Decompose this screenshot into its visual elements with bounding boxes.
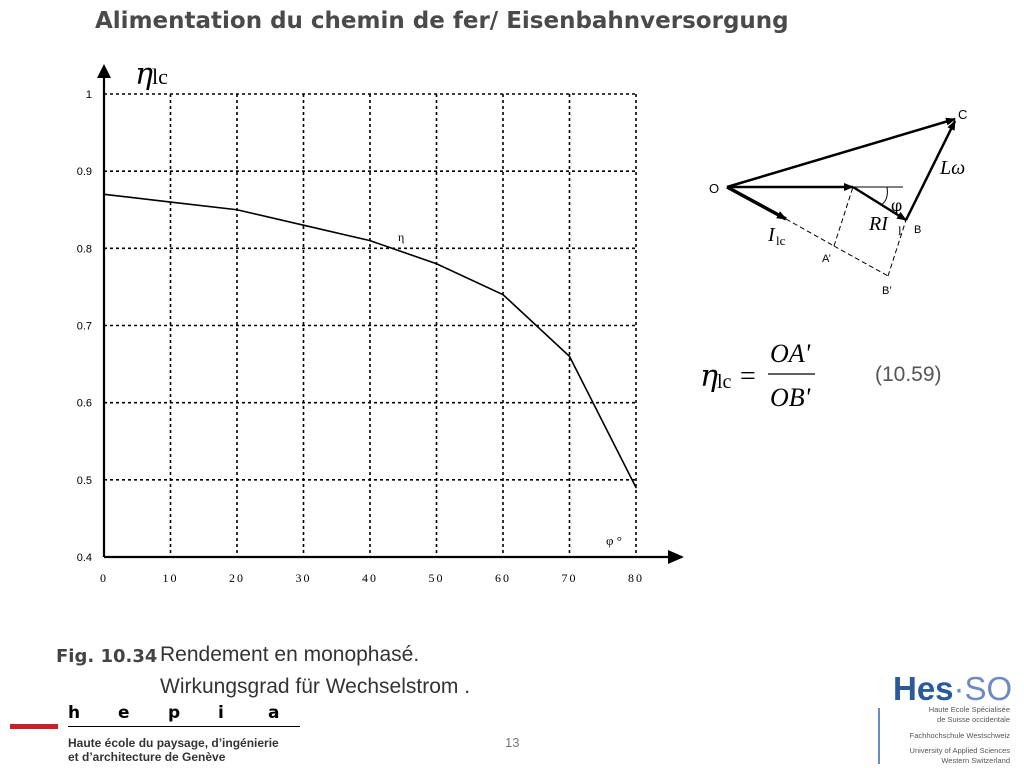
- hes-so-bar: [878, 708, 880, 764]
- dashed-line-3: [887, 219, 907, 277]
- data-point: [103, 193, 105, 196]
- hepia-letter-a: a: [268, 703, 280, 723]
- y-tick-label: 0.5: [77, 475, 92, 487]
- y-axis-subscript: lc: [152, 64, 168, 89]
- dashed-line-1: [785, 218, 835, 247]
- label-ri-sub: l: [898, 223, 902, 238]
- x-tick-label: 80: [628, 571, 644, 585]
- y-tick-label: 1: [86, 89, 92, 101]
- data-point: [302, 224, 305, 226]
- x-tick-label: 10: [163, 571, 179, 585]
- label-b-prime: B’: [882, 285, 892, 297]
- formula-equals: =: [740, 361, 756, 392]
- y-tick-label: 0.4: [77, 552, 92, 564]
- hepia-red-bar: [10, 724, 58, 729]
- hepia-name-line2: et d’architecture de Genève: [68, 750, 226, 764]
- label-a-prime: A’: [822, 253, 831, 265]
- hepia-letter-p: p: [168, 703, 181, 723]
- formula-numerator: OA': [770, 339, 811, 368]
- slide-title: Alimentation du chemin de fer/ Eisenbahn…: [95, 8, 789, 34]
- label-l-omega: Lω: [939, 157, 965, 179]
- data-point: [435, 262, 438, 265]
- hepia-divider: [68, 726, 300, 727]
- hepia-letter-i: i: [218, 703, 224, 723]
- x-tick-label: 20: [229, 571, 245, 585]
- x-tick-label: 50: [429, 571, 445, 585]
- hes-logo-so: SO: [964, 670, 1013, 707]
- phasor-diagram: O C B A’ B’ φ Lω RI l I lc: [709, 107, 967, 297]
- phasor-oc: [726, 117, 956, 189]
- efficiency-formula: η lc = OA' OB': [700, 339, 815, 412]
- label-o: O: [709, 181, 719, 196]
- formula-denominator: OB': [770, 383, 811, 412]
- formula-eta-sub: lc: [717, 371, 732, 393]
- y-tick-label: 0.6: [77, 398, 92, 410]
- hes-line-5: Western Switzerland: [941, 756, 1010, 765]
- label-i-sub: lc: [776, 233, 786, 248]
- chart-axes: [97, 64, 684, 564]
- hes-logo-dot: ·: [953, 670, 965, 707]
- hepia-letter-h: h: [68, 703, 81, 723]
- figure-number: Fig. 10.34: [56, 646, 158, 667]
- data-point: [635, 486, 637, 489]
- label-b: B: [914, 224, 921, 236]
- hes-line-3: Fachhochschule Westschweiz: [909, 731, 1010, 740]
- x-tick-label: 40: [362, 571, 378, 585]
- label-c: C: [958, 107, 967, 122]
- hes-line-1: Haute Ecole Spécialisée: [928, 705, 1010, 714]
- caption-french: Rendement en monophasé.: [160, 643, 420, 666]
- series-label: η: [398, 230, 404, 244]
- x-tick-label: 0: [100, 571, 108, 585]
- hes-line-4: University of Applied Sciences: [909, 746, 1010, 755]
- data-point: [169, 201, 172, 203]
- x-tick-label: 70: [562, 571, 578, 585]
- x-axis-arrow: [668, 550, 684, 564]
- caption-german: Wirkungsgrad für Wechselstrom .: [160, 675, 471, 698]
- phasor-bc: [904, 120, 957, 221]
- formula-eta: η: [700, 359, 718, 394]
- phi-arc: [880, 186, 888, 206]
- y-tick-label: 0.9: [77, 166, 92, 178]
- y-axis-arrow: [97, 64, 111, 78]
- x-axis-label: φ °: [606, 533, 622, 548]
- hepia-letter-e: e: [118, 703, 130, 723]
- dashed-line-4: [833, 186, 854, 247]
- y-tick-label: 0.8: [77, 243, 92, 255]
- hepia-name-line1: Haute école du paysage, d’ingénierie: [68, 736, 279, 750]
- data-point: [502, 293, 504, 296]
- data-point: [568, 355, 571, 358]
- hes-logo-main: Hes: [893, 670, 954, 707]
- hes-line-2: de Suisse occidentale: [937, 715, 1010, 724]
- phasor-ob: [852, 185, 907, 222]
- hes-so-logo: Hes·SO: [893, 670, 1012, 708]
- data-point: [236, 208, 238, 211]
- chart-series: [103, 193, 637, 489]
- label-i: I: [767, 224, 776, 246]
- chart-ticks: 0 10 20 30 40 50 60 70 80 0.4 0.5 0.6 0.7 0.8 0.9 1: [77, 89, 644, 585]
- data-point: [369, 239, 371, 242]
- x-tick-label: 60: [495, 571, 511, 585]
- phasor-i: [726, 185, 787, 221]
- chart-grid: [104, 93, 637, 557]
- label-ri: RI: [868, 213, 889, 235]
- y-axis-symbol: η: [135, 57, 153, 92]
- page-number: 13: [505, 735, 520, 750]
- x-tick-label: 30: [296, 571, 312, 585]
- y-tick-label: 0.7: [77, 321, 92, 333]
- label-phi: φ: [891, 196, 902, 215]
- equation-number: (10.59): [875, 363, 942, 386]
- dashed-line-2: [833, 245, 889, 277]
